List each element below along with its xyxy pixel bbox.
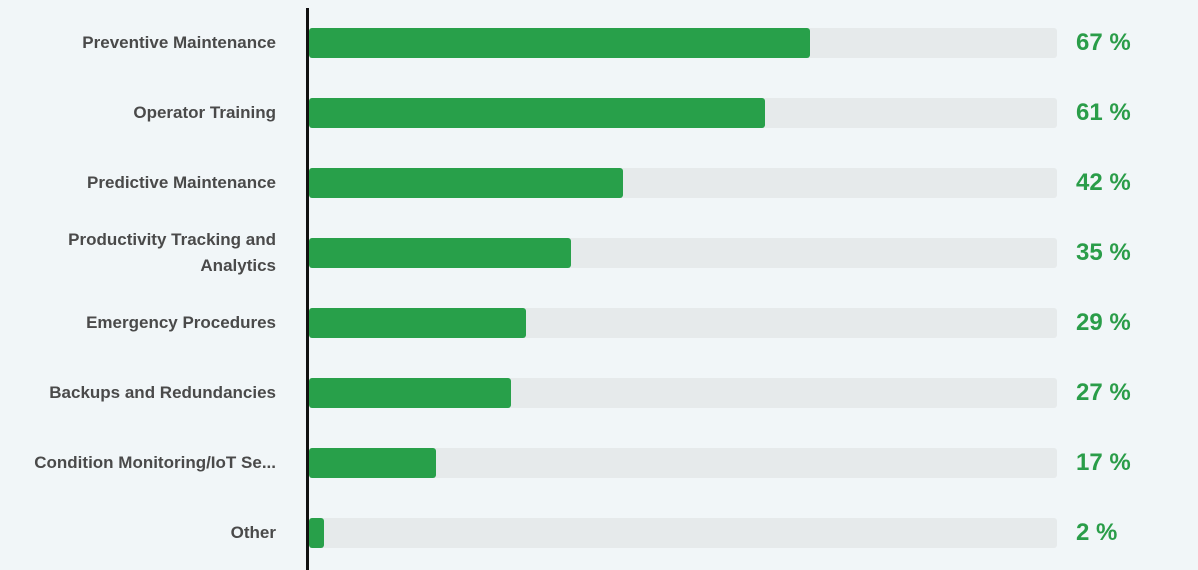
value-label: 67 % [1076, 29, 1131, 56]
bar [309, 98, 766, 128]
y-axis-line [306, 8, 309, 570]
bar-row: Operator Training 61 % [0, 78, 1198, 148]
bar-track [309, 518, 1057, 548]
bar [309, 518, 324, 548]
bar-track [309, 238, 1057, 268]
category-label: Preventive Maintenance [82, 33, 276, 52]
category-label: Condition Monitoring/IoT Se... [34, 453, 276, 472]
bar-row: Preventive Maintenance 67 % [0, 8, 1198, 78]
bar-track [309, 28, 1057, 58]
value-label: 2 % [1076, 519, 1118, 546]
category-label: Predictive Maintenance [87, 173, 276, 192]
bar [309, 28, 811, 58]
bar-row: Other 2 % [0, 498, 1198, 568]
value-label: 17 % [1076, 449, 1131, 476]
value-label: 61 % [1076, 99, 1131, 126]
category-label: Operator Training [133, 103, 276, 122]
bar-row: Emergency Procedures 29 % [0, 288, 1198, 358]
value-label: 27 % [1076, 379, 1131, 406]
bar [309, 168, 624, 198]
bar [309, 448, 437, 478]
bar-row: Backups and Redundancies 27 % [0, 358, 1198, 428]
value-label: 35 % [1076, 239, 1131, 266]
category-label: Emergency Procedures [86, 313, 276, 332]
category-label: Productivity Tracking and Analytics [68, 230, 276, 275]
bar-track [309, 308, 1057, 338]
value-label: 42 % [1076, 169, 1131, 196]
bar-track [309, 168, 1057, 198]
bar [309, 308, 526, 338]
category-label: Backups and Redundancies [49, 383, 276, 402]
bar [309, 238, 571, 268]
value-label: 29 % [1076, 309, 1131, 336]
bar-track [309, 378, 1057, 408]
category-label: Other [230, 523, 276, 542]
bar-track [309, 98, 1057, 128]
bar-row: Predictive Maintenance 42 % [0, 148, 1198, 218]
bar-row: Condition Monitoring/IoT Se... 17 % [0, 428, 1198, 498]
bar [309, 378, 511, 408]
bar-row: Productivity Tracking and Analytics 35 % [0, 218, 1198, 288]
bar-track [309, 448, 1057, 478]
